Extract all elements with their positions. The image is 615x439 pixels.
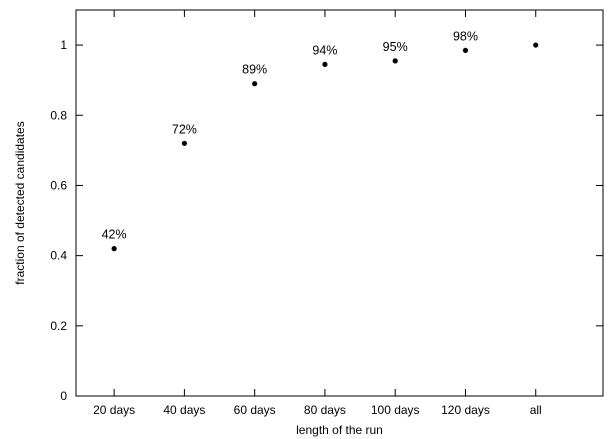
data-point (533, 42, 539, 48)
data-point (111, 246, 117, 252)
data-label: 89% (242, 63, 267, 77)
data-series (111, 42, 539, 252)
data-point (392, 58, 398, 64)
x-axis-label: length of the run (296, 423, 383, 437)
data-label: 42% (102, 228, 127, 242)
data-point (462, 47, 469, 53)
data-point (322, 61, 328, 67)
data-label: 94% (312, 43, 337, 57)
data-labels: 42% 72% 89% 94% 95% 98% (102, 29, 478, 241)
data-label: 95% (383, 40, 408, 54)
y-axis: 0 0.2 0.4 0.6 0.8 1 (50, 38, 603, 403)
y-tick-label: 0 (60, 389, 67, 403)
x-axis: 20 days 40 days 60 days 80 days 100 days 120 … (93, 10, 542, 417)
data-label: 72% (172, 122, 197, 136)
y-tick-label: 1 (60, 38, 67, 52)
y-tick-label: 0.2 (50, 319, 67, 333)
x-tick-label: 80 days (304, 403, 346, 417)
x-tick-label: 120 days (441, 403, 490, 417)
plot-frame (75, 9, 604, 397)
data-point (181, 140, 187, 146)
x-tick-label: 60 days (234, 403, 276, 417)
y-tick-label: 0.6 (50, 178, 67, 192)
x-tick-label: 40 days (163, 403, 205, 417)
x-tick-label: 20 days (93, 403, 135, 417)
x-tick-label: all (530, 403, 542, 417)
data-point (252, 81, 258, 87)
y-tick-label: 0.8 (50, 108, 67, 122)
y-axis-label: fraction of detected candidates (13, 121, 27, 284)
y-tick-label: 0.4 (50, 249, 67, 263)
x-tick-label: 100 days (371, 403, 420, 417)
data-label: 98% (453, 29, 478, 43)
